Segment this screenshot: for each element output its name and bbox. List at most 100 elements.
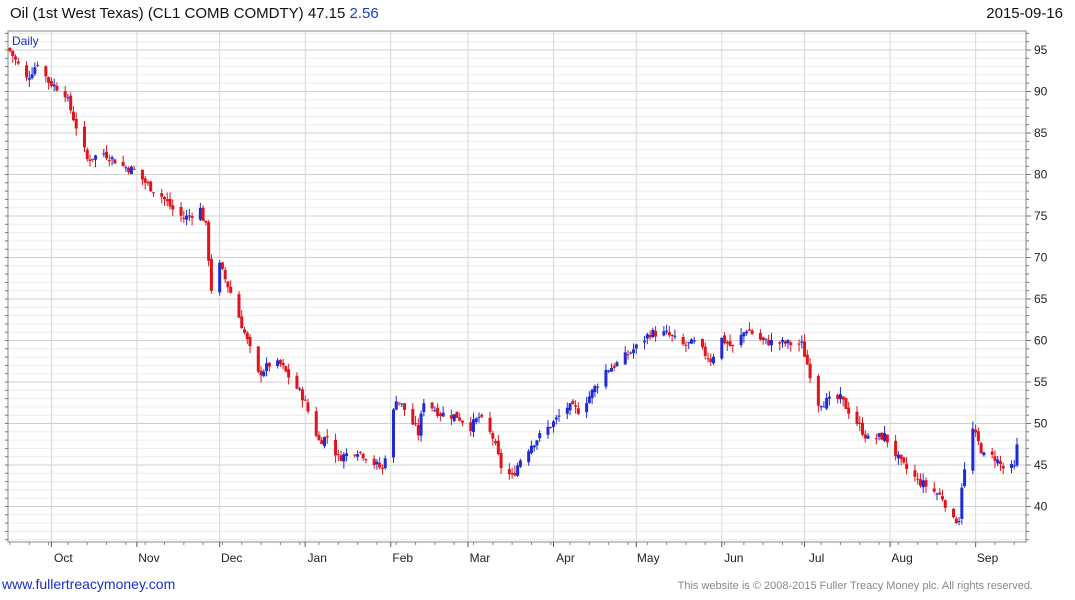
candle bbox=[30, 67, 34, 80]
candle-body bbox=[827, 396, 831, 399]
candle bbox=[885, 434, 889, 448]
candle-body bbox=[295, 375, 299, 389]
candle-body bbox=[494, 441, 498, 444]
candle-body bbox=[894, 440, 898, 457]
candle-body bbox=[91, 158, 95, 160]
candle bbox=[143, 175, 147, 190]
candle bbox=[593, 384, 597, 397]
candle-body bbox=[14, 56, 18, 60]
y-tick-label: 40 bbox=[1034, 500, 1048, 514]
candle-body bbox=[209, 258, 213, 291]
candle-body bbox=[140, 169, 144, 180]
candle-body bbox=[607, 370, 611, 372]
candle-body bbox=[433, 410, 437, 412]
candle-body bbox=[151, 192, 155, 194]
candle-body bbox=[88, 159, 92, 162]
candle bbox=[808, 358, 812, 383]
candle bbox=[287, 363, 291, 385]
candle-body bbox=[438, 413, 442, 416]
candle bbox=[725, 340, 729, 352]
candle-body bbox=[129, 166, 133, 175]
candle bbox=[422, 398, 426, 417]
candle bbox=[317, 431, 321, 441]
candle bbox=[974, 424, 978, 437]
candle bbox=[590, 388, 594, 405]
candle bbox=[245, 331, 249, 344]
candle-body bbox=[334, 439, 338, 456]
candle-body bbox=[681, 337, 685, 345]
candle-body bbox=[380, 467, 384, 469]
candle-body bbox=[452, 414, 456, 421]
x-tick-label: May bbox=[637, 551, 660, 565]
candle-body bbox=[510, 472, 514, 475]
x-tick-label: Apr bbox=[556, 551, 575, 565]
candle bbox=[861, 417, 865, 437]
candle-body bbox=[278, 360, 282, 365]
candle bbox=[323, 436, 327, 449]
candle-body bbox=[665, 330, 669, 332]
candle-body bbox=[121, 161, 125, 166]
candle bbox=[769, 332, 773, 352]
candle-body bbox=[880, 432, 884, 440]
candle bbox=[383, 455, 387, 470]
candle-body bbox=[918, 479, 922, 486]
candle-body bbox=[11, 50, 15, 57]
candle bbox=[218, 260, 222, 296]
candle bbox=[49, 77, 53, 88]
candle bbox=[612, 363, 616, 371]
candle-body bbox=[932, 488, 936, 492]
candle-body bbox=[259, 370, 263, 376]
candle bbox=[284, 365, 288, 373]
candle-body bbox=[449, 415, 453, 419]
candle-body bbox=[287, 369, 291, 378]
y-tick-label: 55 bbox=[1034, 375, 1048, 389]
candle bbox=[1009, 460, 1013, 474]
candle-body bbox=[692, 340, 696, 342]
candle bbox=[160, 189, 164, 204]
candle-body bbox=[706, 358, 710, 360]
candle bbox=[179, 202, 183, 222]
candle-body bbox=[430, 402, 434, 409]
candle-body bbox=[317, 435, 321, 441]
candle-body bbox=[587, 396, 591, 403]
candle-body bbox=[769, 340, 773, 346]
site-link[interactable]: www.fullertreacymoney.com bbox=[2, 576, 176, 592]
candle-body bbox=[952, 508, 956, 518]
candle-body bbox=[632, 349, 636, 353]
candle-body bbox=[226, 281, 230, 288]
candle-body bbox=[535, 440, 539, 446]
candle-body bbox=[557, 415, 561, 417]
candle-body bbox=[480, 414, 484, 417]
candle bbox=[800, 335, 804, 349]
candle bbox=[615, 360, 619, 368]
candle bbox=[689, 338, 693, 344]
candle bbox=[709, 353, 713, 367]
candle bbox=[643, 335, 647, 350]
candle bbox=[916, 472, 920, 485]
candle bbox=[527, 449, 531, 466]
candle bbox=[460, 420, 464, 427]
candle-body bbox=[240, 316, 244, 329]
candle-body bbox=[615, 362, 619, 367]
candle-body bbox=[747, 329, 751, 331]
candle-body bbox=[102, 153, 106, 155]
candle-body bbox=[924, 480, 928, 487]
candle bbox=[107, 154, 111, 167]
candle bbox=[747, 322, 751, 331]
candle-body bbox=[436, 407, 440, 416]
candle-body bbox=[25, 65, 29, 78]
y-tick-label: 90 bbox=[1034, 85, 1048, 99]
candle-body bbox=[819, 406, 823, 408]
candle-body bbox=[847, 407, 851, 414]
x-tick-label: Dec bbox=[221, 551, 242, 565]
candle bbox=[433, 406, 437, 413]
candle bbox=[565, 402, 569, 420]
candle-body bbox=[325, 436, 329, 438]
candle bbox=[538, 430, 542, 442]
candle-body bbox=[643, 340, 647, 343]
candle bbox=[902, 456, 906, 465]
candle bbox=[229, 280, 233, 294]
candle-body bbox=[712, 356, 716, 364]
candle bbox=[391, 407, 395, 463]
